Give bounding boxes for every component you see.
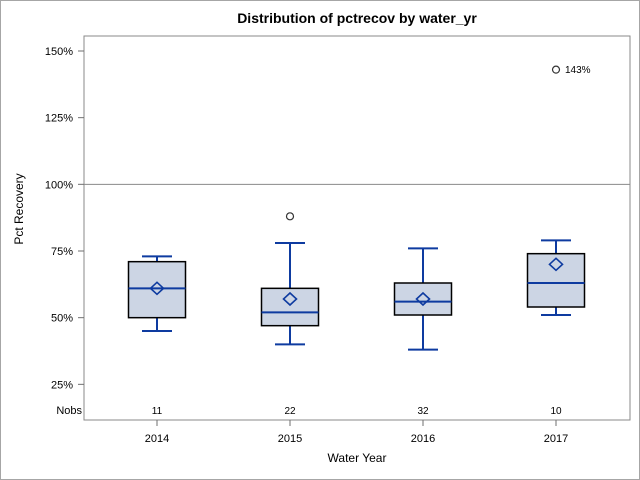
plot-area-border bbox=[83, 35, 631, 421]
y-axis-tick-label: 50% bbox=[51, 313, 73, 325]
nobs-row-label: Nobs bbox=[56, 405, 82, 417]
y-axis-title: Pct Recovery bbox=[12, 173, 26, 244]
chart-title: Distribution of pctrecov by water_yr bbox=[237, 10, 477, 26]
nobs-value: 11 bbox=[152, 406, 163, 417]
iqr-box bbox=[127, 260, 187, 319]
x-axis-category-label: 2017 bbox=[544, 433, 568, 445]
mean-diamond bbox=[548, 257, 564, 272]
outlier-label: 143% bbox=[565, 65, 591, 76]
y-axis-tick-label: 150% bbox=[45, 46, 73, 58]
iqr-box bbox=[526, 252, 586, 308]
x-axis-category-label: 2015 bbox=[278, 433, 302, 445]
outlier-point bbox=[285, 212, 295, 221]
x-axis-title: Water Year bbox=[328, 451, 387, 465]
outlier-point bbox=[551, 65, 561, 74]
y-axis-tick-label: 100% bbox=[45, 179, 73, 191]
iqr-box bbox=[260, 287, 320, 327]
y-axis-tick-label: 75% bbox=[51, 246, 73, 258]
nobs-value: 10 bbox=[550, 406, 562, 417]
x-axis-category-label: 2014 bbox=[145, 433, 169, 445]
x-axis-category-label: 2016 bbox=[411, 433, 435, 445]
mean-diamond bbox=[282, 291, 298, 307]
mean-diamond bbox=[149, 281, 165, 296]
nobs-value: 32 bbox=[417, 406, 429, 417]
mean-diamond bbox=[415, 291, 431, 307]
iqr-box bbox=[393, 282, 453, 316]
y-axis-tick-label: 25% bbox=[51, 379, 73, 391]
nobs-value: 22 bbox=[284, 406, 296, 417]
y-axis-tick-label: 125% bbox=[45, 113, 73, 125]
